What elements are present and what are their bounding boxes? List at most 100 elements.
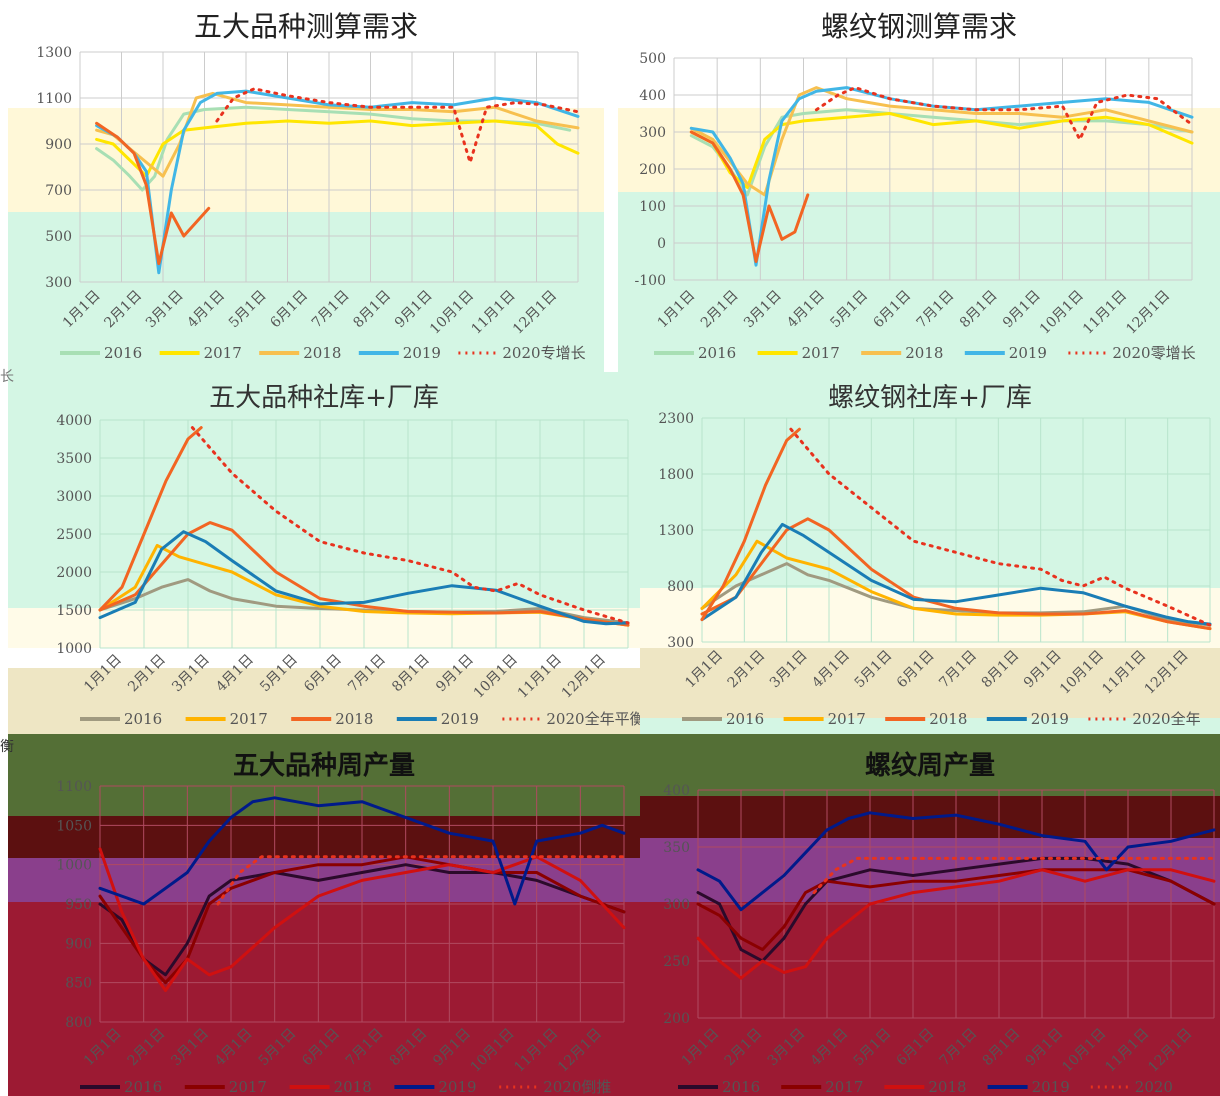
x-tick-label: 4月1日 (808, 1026, 852, 1070)
background-band (8, 648, 640, 668)
legend-label: 2019 (441, 710, 479, 728)
legend-label: 2018 (334, 1078, 372, 1096)
y-tick-label: 300 (639, 125, 666, 141)
x-tick-label: 5月1日 (256, 1026, 300, 1070)
legend-label: 2018 (335, 710, 373, 728)
background-band (8, 668, 640, 734)
series-line-2018 (98, 847, 626, 992)
series-line-extra-5 (98, 426, 203, 612)
x-tick-label: 4月1日 (212, 1026, 256, 1070)
y-tick-label: 3500 (56, 451, 92, 467)
y-tick-label: 800 (667, 579, 694, 595)
legend-label: 2020 (1135, 1078, 1173, 1096)
legend-label: 2019 (1009, 344, 1047, 362)
legend-label: 2016 (722, 1078, 760, 1096)
background-band (640, 648, 1220, 718)
y-tick-label: 1050 (56, 818, 92, 834)
legend: 2016 2017 2018 2019 2020全年平衡 (80, 710, 640, 728)
series-line-2019 (700, 522, 1212, 626)
legend-label: 2016 (726, 710, 764, 728)
x-tick-label: 7月1日 (937, 1026, 981, 1070)
y-tick-label: 400 (663, 783, 690, 799)
legend-label: 2019 (1032, 1078, 1070, 1096)
gridlines (673, 57, 1193, 281)
chart-panel-five-inventory: 五大品种社库+厂库 4000 3500 3000 2500 2000 1500 1000 1月1… (8, 372, 640, 734)
legend-label: 2020倒推 (543, 1078, 611, 1096)
side-fragment-top: 长 (0, 369, 14, 385)
y-tick-label: 1100 (56, 779, 92, 795)
series-line-extra-5 (95, 121, 211, 266)
y-tick-label: 400 (639, 88, 666, 104)
chart-five-demand: 五大品种测算需求130011009007005003001月1日2月1日3月1日… (8, 10, 604, 372)
legend-label: 2017 (230, 710, 268, 728)
background-band (640, 588, 1220, 648)
chart-panel-rebar-output: 螺纹周产量 400 350 300 250 200 1月1日 2月1日 3月1日 4月1日 5月1日… (640, 734, 1220, 1096)
y-tick-label: 100 (639, 199, 666, 215)
y-tick-label: 1500 (56, 603, 92, 619)
y-tick-label: 950 (65, 897, 92, 913)
y-tick-label: 300 (663, 897, 690, 913)
x-tick-label: 12月1日 (1145, 1026, 1195, 1076)
x-tick-label: 11月1日 (1102, 1026, 1152, 1076)
background-band (8, 212, 604, 372)
legend-label: 2016 (698, 344, 736, 362)
legend-label: 2016 (104, 344, 142, 362)
legend-label: 2020专增长 (502, 344, 585, 362)
x-tick-label: 3月1日 (765, 1026, 809, 1070)
x-tick-label: 8月1日 (387, 1026, 431, 1070)
y-tick-label: 0 (657, 236, 666, 252)
series-line-2018 (689, 86, 1194, 197)
chart-title: 五大品种社库+厂库 (209, 383, 439, 413)
series-line-2020 (789, 427, 1212, 627)
x-tick-label: 6月1日 (299, 1026, 343, 1070)
background-band (8, 108, 604, 212)
y-tick-label: 3000 (56, 489, 92, 505)
legend-label: 2017 (204, 344, 242, 362)
y-tick-label: 200 (663, 1011, 690, 1027)
legend: 2016 2017 2018 2019 2020全年 (682, 710, 1201, 728)
legend-label: 2017 (825, 1078, 863, 1096)
x-tick-label: 7月1日 (343, 1026, 387, 1070)
y-tick-label: 1800 (658, 467, 694, 483)
x-tick-label: 1月1日 (679, 1026, 723, 1070)
series-line-2020 (216, 855, 626, 906)
series-line-2018 (696, 868, 1216, 980)
legend: 2016 2017 2018 2019 2020倒推 (80, 1078, 611, 1096)
y-tick-label: -100 (635, 273, 666, 289)
y-tick-label: 2000 (56, 565, 92, 581)
legend-label: 2020零增长 (1112, 344, 1195, 362)
chart-panel-five-output: 五大品种周产量 1100 1050 1000 950 900 850 800 1月1日 2月1日 3… (8, 734, 640, 1096)
x-tick-label: 10月1日 (468, 1026, 518, 1076)
series-line-2019 (98, 530, 630, 626)
legend-label: 2018 (905, 344, 943, 362)
background-band (618, 192, 1220, 372)
series-line-extra-5 (689, 130, 810, 263)
legend-label: 2017 (802, 344, 840, 362)
legend-label: 2017 (828, 710, 866, 728)
series-line-2016 (95, 105, 572, 192)
series-group (696, 811, 1216, 980)
gridlines (99, 785, 625, 1023)
x-tick-label: 5月1日 (851, 1026, 895, 1070)
legend: 2016 2017 2018 2019 2020零增长 (654, 344, 1196, 362)
y-tick-label: 250 (663, 954, 690, 970)
y-tick-label: 1100 (36, 91, 72, 107)
series-line-2017 (98, 855, 626, 985)
y-tick-label: 700 (45, 183, 72, 199)
legend: 2016 2017 2018 2019 2020专增长 (60, 344, 586, 362)
side-fragment-bottom: 衡 (0, 739, 14, 755)
series-line-2019 (95, 89, 580, 275)
series-line-2020 (215, 87, 580, 164)
series-group (700, 427, 1212, 631)
series-group (98, 426, 630, 627)
x-tick-label: 10月1日 (1059, 1026, 1109, 1076)
x-tick-label: 2月1日 (722, 1026, 766, 1070)
legend-label: 2018 (929, 710, 967, 728)
x-tick-label: 1月1日 (81, 1026, 125, 1070)
y-tick-label: 800 (65, 1015, 92, 1031)
series-line-2019 (98, 796, 626, 906)
y-tick-label: 1300 (658, 523, 694, 539)
y-tick-label: 900 (45, 137, 72, 153)
x-tick-label: 3月1日 (168, 1026, 212, 1070)
